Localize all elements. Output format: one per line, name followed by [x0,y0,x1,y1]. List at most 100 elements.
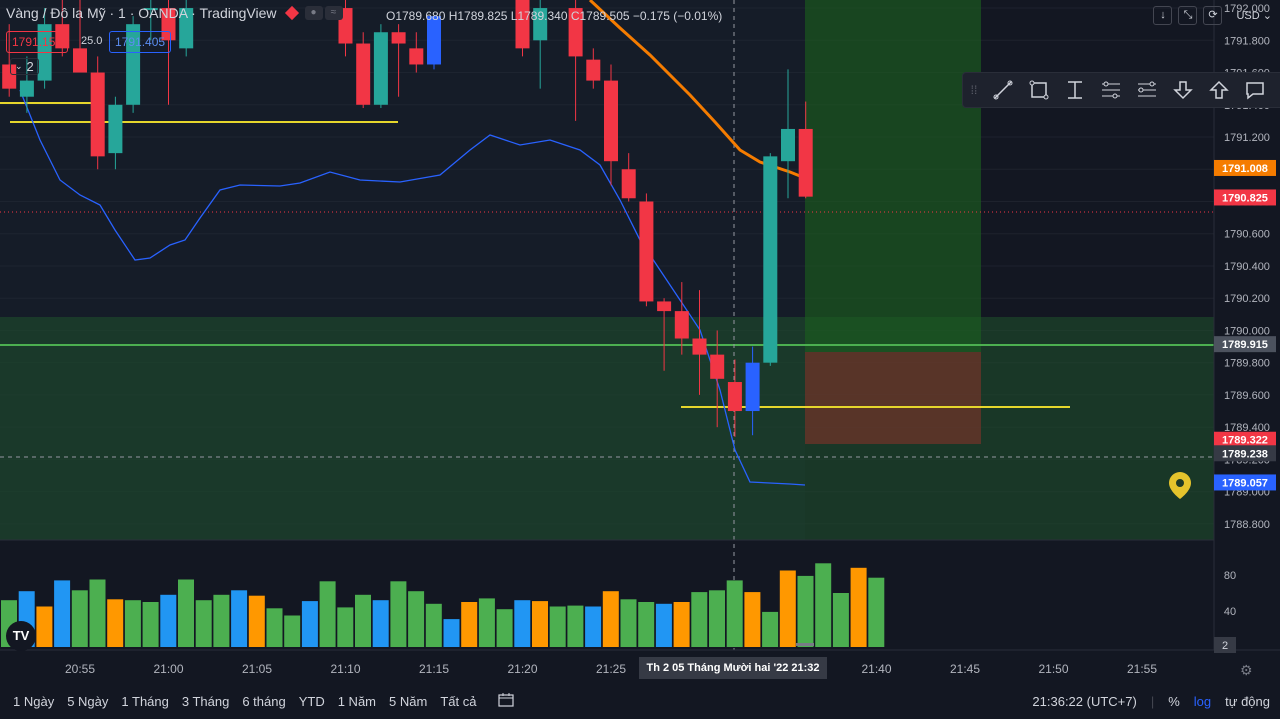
comment-icon[interactable] [1237,75,1273,105]
price-tick: 1790.200 [1224,293,1270,305]
candle-body[interactable] [604,80,618,162]
time-tick: 21:40 [861,662,891,676]
buy-button[interactable]: 1791.405 [109,31,172,53]
candle-body[interactable] [515,0,530,49]
map-pin-icon[interactable] [1169,472,1191,499]
candle-body[interactable] [692,338,707,355]
price-tick: 1790.000 [1224,325,1270,337]
candle-body[interactable] [621,169,636,199]
candle-body[interactable] [745,362,760,412]
fullscreen-icon[interactable]: ⤡ [1178,6,1198,25]
candle-body[interactable] [674,311,689,339]
volume-bar [178,579,194,647]
candle-body[interactable] [19,80,34,97]
candle-body[interactable] [763,156,778,363]
clock[interactable]: 21:36:22 (UTC+7) [1032,694,1137,709]
range-button[interactable]: 3 Tháng [181,694,230,709]
long-position-stop-zone[interactable] [805,352,981,444]
range-button[interactable]: YTD [298,694,325,709]
candle-body[interactable] [586,59,601,81]
long-position-target-zone[interactable] [805,0,981,352]
candle-body[interactable] [108,104,123,154]
candle-body[interactable] [409,48,424,65]
candle-body[interactable] [639,201,654,302]
price-label-box [1214,159,1276,176]
gear-icon[interactable]: ⚙ [1240,662,1253,678]
currency-selector[interactable]: USD ⌄ [1236,9,1272,22]
candle-body[interactable] [373,32,388,105]
arrow-down-icon[interactable]: ↓ [1153,6,1173,25]
volume-bar [655,603,672,647]
sell-button[interactable]: 1791.155 [6,31,69,53]
volume-bar [850,567,867,647]
time-tick: 20:55 [65,662,95,676]
candle-body[interactable] [798,128,813,197]
candle-body[interactable] [727,382,742,412]
range-button[interactable]: 1 Ngày [13,694,55,709]
range-button[interactable]: Tất cả [440,694,477,709]
range-button[interactable]: 6 tháng [242,694,286,709]
volume-bar [779,570,796,647]
candles [2,0,813,437]
volume-bar [585,606,602,647]
range-button[interactable]: 1 Năm [337,694,377,709]
chart-legend[interactable]: Vàng / Đô la Mỹ · 1 · OANDA · TradingVie… [6,5,345,21]
volume-bar [213,594,230,647]
moving-average-line[interactable] [588,0,801,178]
long-position-icon[interactable] [1129,75,1165,105]
candle-body[interactable] [568,8,583,57]
candle-body[interactable] [2,64,17,89]
drag-handle-icon[interactable]: ⁞⁞ [970,83,978,97]
indicators-toggle[interactable]: ⌄ 2 [10,58,39,75]
auto-scale-toggle[interactable]: tự động [1225,694,1270,709]
percent-toggle[interactable]: % [1168,694,1180,709]
chevron-down-icon: ⌄ [1262,10,1272,22]
drawing-toolbar[interactable]: ⁞⁞ [962,72,1280,108]
candle-body[interactable] [533,8,548,41]
candle-body[interactable] [143,8,158,11]
candle-body[interactable] [179,8,194,49]
volume-bar [602,591,619,647]
chevron-down-icon: ⌄ [15,61,23,71]
candle-body[interactable] [657,301,672,312]
volume-bar [815,563,832,647]
candle-body[interactable] [427,16,441,65]
text-cursor-icon[interactable] [1057,75,1093,105]
time-tick: 21:25 [596,662,626,676]
fib-retracement-icon[interactable] [1093,75,1129,105]
volume-bar [372,600,389,647]
candle-body[interactable] [90,72,105,157]
time-tick: 21:50 [1038,662,1068,676]
candle-body[interactable] [391,32,406,44]
refresh-icon[interactable]: ⟳ [1203,6,1223,25]
trend-line-icon[interactable] [985,75,1021,105]
time-axis[interactable]: 20:55 21:00 21:05 21:10 21:15 21:20 21:25 21:40… [65,662,1157,676]
arrow-down-icon[interactable] [1165,75,1201,105]
range-button[interactable]: 5 Năm [389,694,428,709]
bollinger-lower-band[interactable] [19,89,806,486]
volume-bar [408,591,425,647]
demand-zone[interactable] [0,317,1214,540]
candle-body[interactable] [781,128,795,162]
symbol-title[interactable]: Vàng / Đô la Mỹ · 1 · OANDA · TradingVie… [6,5,277,21]
candle-body[interactable] [356,43,371,105]
calendar-goto-icon[interactable] [498,693,515,710]
volume-bar [832,593,849,647]
tradingview-logo[interactable]: TV [6,621,36,651]
log-toggle[interactable]: log [1193,694,1212,709]
range-button[interactable]: 5 Ngày [67,694,109,709]
rectangle-icon[interactable] [1021,75,1057,105]
candle-body[interactable] [710,354,725,379]
candle-body[interactable] [126,24,141,105]
volume-bar [762,611,779,647]
arrow-up-icon[interactable] [1201,75,1237,105]
candle-body[interactable] [161,8,176,41]
volume-bar [478,598,495,647]
range-button[interactable]: 1 Tháng [121,694,169,709]
candle-body[interactable] [55,24,70,49]
volume-bar [71,590,88,647]
candle-body[interactable] [73,48,87,73]
volume-bar [744,592,761,647]
